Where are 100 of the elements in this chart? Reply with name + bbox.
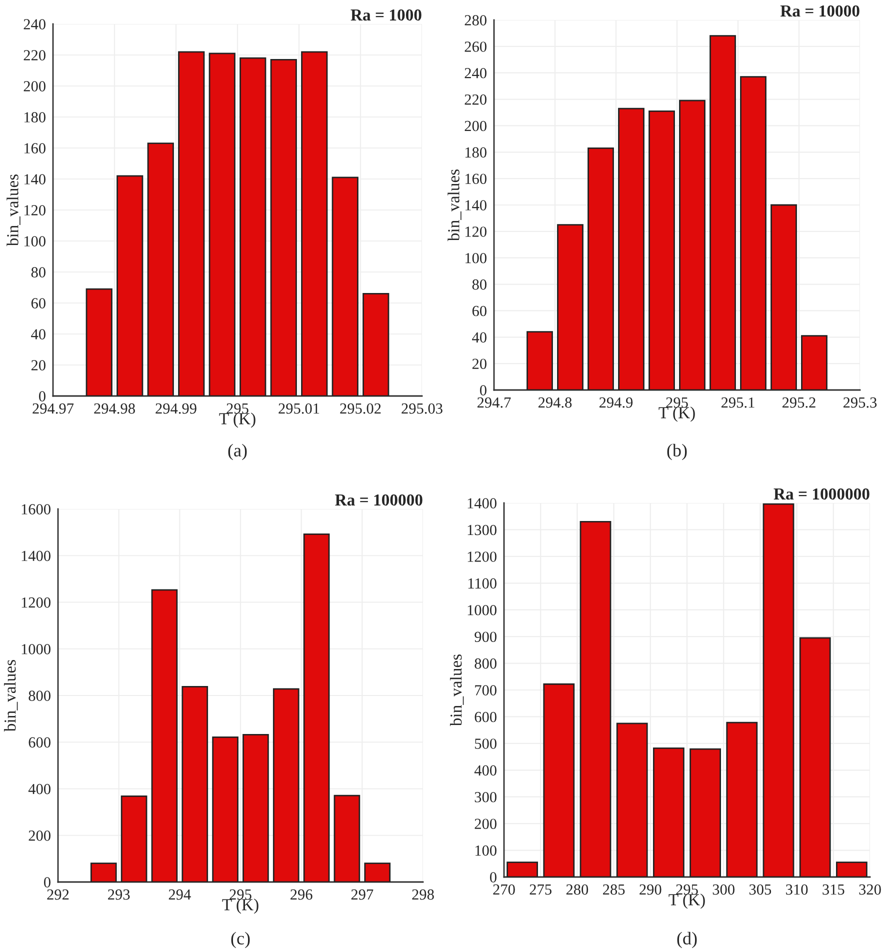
y-tick-label: 1000 [22,644,50,654]
y-tick-label: 1600 [22,504,50,514]
x-tick-label: 310 [786,884,808,895]
y-tick-label: 120 [24,205,46,216]
y-tick-label: 20 [472,358,486,370]
x-axis-title: T (K) [658,406,695,422]
x-tick-label: 297 [351,889,374,900]
y-tick-label: 100 [475,845,496,856]
y-tick-label: 140 [465,200,486,210]
x-tick-label: 290 [640,884,662,895]
y-tick-label: 0 [39,391,46,402]
x-tick-label: 294.9 [599,397,633,408]
x-tick-label: 294 [168,889,191,900]
y-tick-label: 80 [472,279,486,290]
x-tick-label: 295.1 [721,397,754,408]
y-tick-label: 240 [464,68,486,78]
x-tick-label: 295 [666,397,688,408]
y-tick-label: 1400 [22,550,50,562]
x-tick-label: 294.98 [94,403,135,414]
x-tick-label: 295.2 [782,397,816,408]
x-tick-label: 294.8 [538,397,572,408]
y-tick-label: 300 [474,792,496,802]
y-tick-label: 1200 [22,597,50,608]
y-tick-label: 0 [490,872,496,882]
y-tick-label: 120 [465,226,486,237]
x-tick-label: 315 [822,884,844,895]
y-tick-label: 40 [472,332,486,343]
y-tick-label: 240 [24,19,46,30]
x-tick-label: 295 [226,403,248,414]
y-tick-label: 40 [31,329,46,340]
x-tick-label: 295 [230,889,252,900]
y-tick-label: 200 [24,81,46,92]
y-axis-title: bin_values [4,660,18,732]
x-tick-label: 270 [493,884,515,895]
x-tick-label: 280 [566,884,588,895]
y-tick-label: 1000 [468,605,496,616]
x-tick-label: 294.7 [477,397,511,408]
x-tick-label: 293 [108,889,130,900]
y-tick-label: 20 [31,360,46,370]
y-tick-label: 600 [474,712,496,722]
x-tick-label: 295.01 [278,403,320,414]
y-tick-label: 260 [464,42,486,52]
y-tick-label: 160 [24,143,46,154]
y-tick-label: 0 [44,877,50,888]
y-tick-label: 1200 [468,552,496,562]
x-tick-label: 295.02 [340,403,381,414]
text: (b) [667,444,687,460]
x-tick-label: 294.99 [156,403,196,414]
y-tick-label: 400 [474,765,496,776]
y-tick-label: 200 [28,830,50,841]
y-tick-label: 700 [475,685,496,696]
x-tick-label: 275 [530,884,552,895]
y-tick-label: 140 [24,174,46,184]
x-axis-title: T (K) [219,412,256,428]
y-tick-label: 100 [465,253,486,264]
y-tick-label: 180 [465,147,486,158]
x-tick-label: 320 [859,884,881,895]
x-tick-label: 295.3 [843,397,877,408]
text: (a) [228,444,247,460]
x-tick-label: 305 [749,884,772,895]
y-tick-label: 60 [472,306,486,316]
y-tick-label: 1300 [468,524,496,536]
y-tick-label: 0 [480,385,486,396]
y-tick-label: 280 [464,15,486,26]
y-tick-label: 1100 [468,578,496,589]
x-tick-label: 296 [290,889,312,900]
y-tick-label: 1400 [468,498,496,508]
x-tick-label: 295.03 [402,403,442,414]
y-tick-label: 500 [475,738,496,749]
y-tick-label: 60 [31,298,46,308]
y-tick-label: 200 [464,120,486,132]
y-tick-label: 800 [474,658,496,669]
y-axis-title: bin_values [448,170,462,242]
y-tick-label: 800 [28,690,50,701]
y-tick-label: 80 [31,267,46,278]
text: Ra = 10000 [780,5,860,17]
y-tick-label: 100 [24,236,46,246]
y-tick-label: 200 [474,818,496,830]
y-axis-title: bin_values [6,174,20,246]
x-tick-label: 295 [676,884,698,895]
text: Ra = 100000 [335,494,422,506]
x-axis-title: T (K) [668,894,705,909]
text: (d) [677,932,697,948]
y-tick-label: 600 [28,737,50,748]
text: (c) [231,932,250,948]
y-tick-label: 400 [28,784,50,794]
text: Ra = 1000 [350,9,422,21]
text: Ra = 1000000 [774,488,870,500]
y-tick-label: 900 [474,632,496,642]
x-tick-label: 300 [712,884,734,895]
x-tick-label: 294.97 [32,403,74,414]
x-tick-label: 292 [47,889,69,900]
y-tick-label: 220 [24,50,46,60]
y-tick-label: 180 [24,112,46,122]
x-axis-title: T (K) [222,898,258,914]
y-tick-label: 160 [465,174,486,184]
y-tick-label: 220 [464,94,486,105]
x-tick-label: 285 [603,884,625,895]
y-axis-title: bin_values [450,654,464,726]
x-tick-label: 298 [412,889,434,900]
